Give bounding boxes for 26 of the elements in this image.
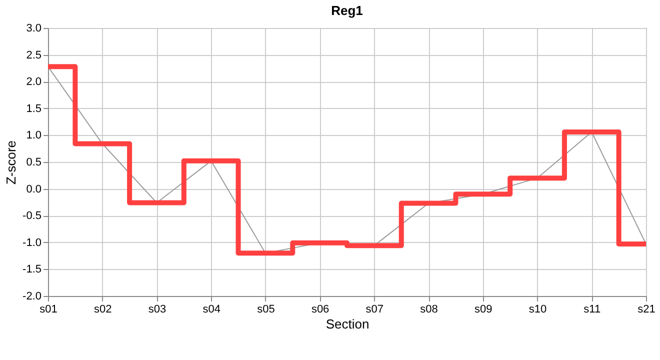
- chart-title: Reg1: [331, 3, 363, 18]
- y-tick-label: -1.0: [22, 236, 42, 249]
- x-tick-label: s01: [40, 304, 58, 316]
- x-tick-label: s08: [420, 304, 438, 316]
- y-tick-label: 0.5: [26, 156, 42, 168]
- y-tick-label: 3.0: [26, 22, 42, 34]
- x-axis-title: Section: [326, 316, 370, 332]
- x-tick-label: s07: [366, 304, 384, 316]
- x-tick-label: s11: [584, 304, 601, 316]
- x-tick-label: s10: [528, 304, 547, 316]
- x-tick-label: s06: [311, 304, 330, 316]
- y-tick-label: 1.5: [26, 102, 42, 115]
- x-tick-label: s21: [638, 304, 656, 316]
- y-tick-label: -2.0: [22, 290, 42, 302]
- x-tick-label: s04: [202, 304, 220, 316]
- y-tick-label: -1.5: [22, 264, 42, 276]
- y-tick-label: 2.0: [26, 76, 42, 88]
- y-axis-title: Z-score: [4, 140, 19, 185]
- y-tick-label: 0.0: [26, 183, 42, 196]
- x-tick-label: s03: [148, 304, 166, 316]
- y-tick-label: -0.5: [22, 210, 42, 222]
- y-tick-label: 1.0: [26, 130, 42, 142]
- x-tick-label: s09: [474, 304, 492, 316]
- x-tick-label: s02: [94, 304, 112, 316]
- y-tick-label: 2.5: [26, 49, 42, 62]
- x-tick-label: s05: [257, 304, 275, 316]
